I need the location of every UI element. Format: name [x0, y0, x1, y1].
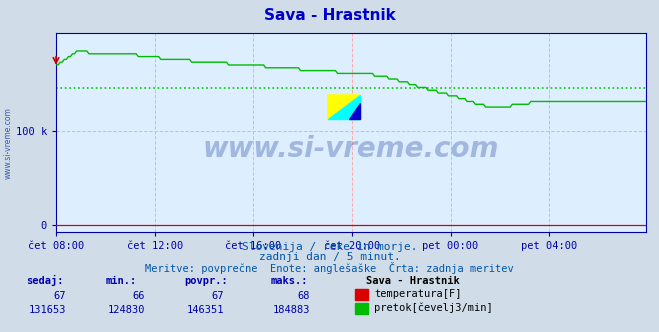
Polygon shape [328, 95, 360, 119]
Text: min.:: min.: [105, 276, 136, 286]
Text: 184883: 184883 [272, 305, 310, 315]
Text: povpr.:: povpr.: [185, 276, 228, 286]
Text: Meritve: povprečne  Enote: anglešaške  Črta: zadnja meritev: Meritve: povprečne Enote: anglešaške Črt… [145, 262, 514, 274]
Text: Sava - Hrastnik: Sava - Hrastnik [264, 8, 395, 23]
Text: Slovenija / reke in morje.: Slovenija / reke in morje. [242, 242, 417, 252]
Text: www.si-vreme.com: www.si-vreme.com [3, 107, 13, 179]
Text: sedaj:: sedaj: [26, 275, 64, 286]
Text: 67: 67 [212, 291, 224, 301]
Text: zadnji dan / 5 minut.: zadnji dan / 5 minut. [258, 252, 401, 262]
Text: Sava - Hrastnik: Sava - Hrastnik [366, 276, 459, 286]
Polygon shape [328, 95, 360, 119]
Text: maks.:: maks.: [270, 276, 308, 286]
Polygon shape [349, 103, 360, 119]
Text: temperatura[F]: temperatura[F] [374, 289, 462, 299]
Text: 67: 67 [53, 291, 66, 301]
Text: pretok[čevelj3/min]: pretok[čevelj3/min] [374, 302, 493, 313]
Text: www.si-vreme.com: www.si-vreme.com [203, 135, 499, 163]
Text: 68: 68 [297, 291, 310, 301]
Text: 131653: 131653 [28, 305, 66, 315]
Text: 146351: 146351 [186, 305, 224, 315]
Text: 124830: 124830 [107, 305, 145, 315]
Text: 66: 66 [132, 291, 145, 301]
